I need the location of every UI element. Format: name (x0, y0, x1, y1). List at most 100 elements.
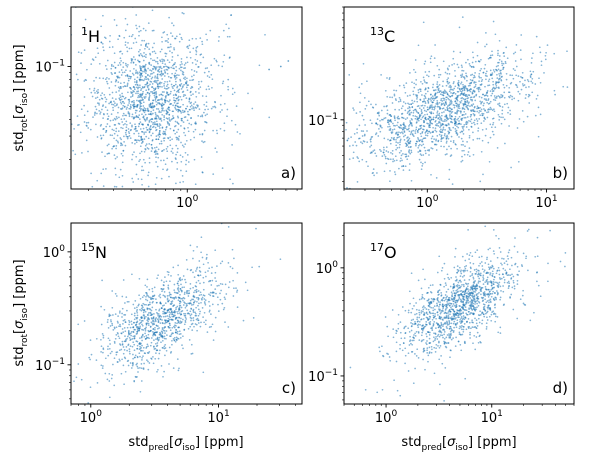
scatter-point (165, 148, 168, 150)
scatter-point (178, 304, 181, 307)
scatter-point (139, 325, 141, 328)
scatter-point (469, 78, 472, 81)
scatter-point (502, 83, 505, 86)
scatter-point (445, 135, 448, 138)
scatter-point (129, 105, 132, 108)
scatter-point (210, 313, 212, 315)
scatter-point (196, 105, 199, 108)
scatter-point (479, 180, 482, 183)
scatter-point (184, 316, 187, 319)
scatter-point (122, 104, 125, 107)
scatter-point (172, 297, 175, 299)
scatter-point (218, 36, 220, 38)
scatter-point (211, 86, 213, 89)
scatter-point (388, 76, 391, 79)
scatter-point (179, 313, 182, 316)
scatter-point (155, 156, 157, 159)
scatter-point (127, 42, 129, 44)
scatter-point (140, 363, 143, 365)
scatter-point (498, 102, 501, 105)
scatter-point (402, 132, 404, 135)
scatter-point (498, 75, 501, 77)
scatter-point (119, 108, 122, 110)
scatter-point (111, 147, 113, 150)
scatter-point (138, 323, 141, 325)
scatter-point (410, 272, 413, 275)
scatter-point (478, 95, 481, 98)
scatter-point (440, 124, 443, 127)
scatter-point (188, 44, 191, 47)
scatter-point (197, 290, 200, 292)
scatter-point (162, 310, 164, 313)
scatter-point (198, 260, 201, 262)
scatter-point (195, 95, 198, 98)
scatter-point (438, 91, 440, 94)
scatter-point (432, 312, 435, 315)
scatter-point (209, 294, 212, 297)
scatter-point (139, 337, 141, 339)
scatter-point (509, 82, 512, 85)
scatter-point (448, 110, 450, 112)
scatter-point (470, 81, 473, 84)
scatter-point (410, 149, 413, 152)
scatter-point (121, 127, 124, 130)
scatter-point (462, 144, 464, 146)
scatter-point (422, 76, 425, 79)
scatter-point (459, 110, 462, 113)
scatter-point (476, 110, 479, 113)
scatter-point (381, 126, 383, 129)
scatter-point (399, 141, 401, 144)
scatter-point (165, 88, 168, 90)
scatter-point (192, 286, 194, 289)
scatter-point (90, 91, 93, 94)
scatter-point (440, 135, 443, 138)
scatter-point (202, 141, 205, 144)
scatter-point (139, 367, 141, 369)
scatter-point (135, 109, 138, 112)
scatter-point (144, 96, 147, 98)
scatter-point (171, 85, 174, 88)
scatter-point (444, 115, 446, 118)
scatter-point (205, 101, 208, 104)
scatter-point (200, 156, 203, 158)
scatter-point (420, 118, 422, 121)
scatter-point (161, 290, 163, 293)
scatter-point (430, 118, 433, 121)
scatter-point (472, 277, 475, 280)
scatter-point (161, 98, 164, 101)
scatter-point (463, 279, 466, 281)
scatter-point (178, 312, 181, 314)
scatter-point (446, 78, 449, 81)
scatter-point (187, 110, 189, 113)
scatter-point (469, 64, 472, 67)
scatter-point (169, 329, 172, 332)
scatter-point (175, 74, 177, 77)
scatter-point (395, 159, 398, 162)
scatter-point (460, 97, 463, 100)
scatter-point (147, 22, 150, 24)
scatter-point (203, 311, 206, 314)
scatter-point (395, 148, 397, 151)
scatter-point (149, 118, 152, 121)
scatter-point (167, 86, 170, 89)
scatter-point (193, 295, 195, 298)
scatter-point (197, 322, 200, 324)
scatter-point (166, 298, 169, 301)
scatter-point (170, 90, 172, 93)
scatter-point (439, 118, 441, 121)
scatter-point (142, 101, 145, 104)
scatter-point (453, 81, 455, 83)
scatter-point (147, 303, 150, 306)
scatter-point (142, 90, 144, 93)
scatter-point (398, 135, 401, 138)
scatter-point (96, 96, 99, 99)
scatter-point (197, 66, 199, 68)
scatter-point (147, 67, 149, 70)
scatter-point (453, 320, 456, 323)
scatter-point (516, 127, 519, 129)
scatter-point (355, 144, 358, 147)
scatter-point (164, 52, 167, 55)
scatter-point (495, 82, 498, 84)
scatter-point (188, 122, 191, 125)
scatter-point (206, 113, 208, 116)
